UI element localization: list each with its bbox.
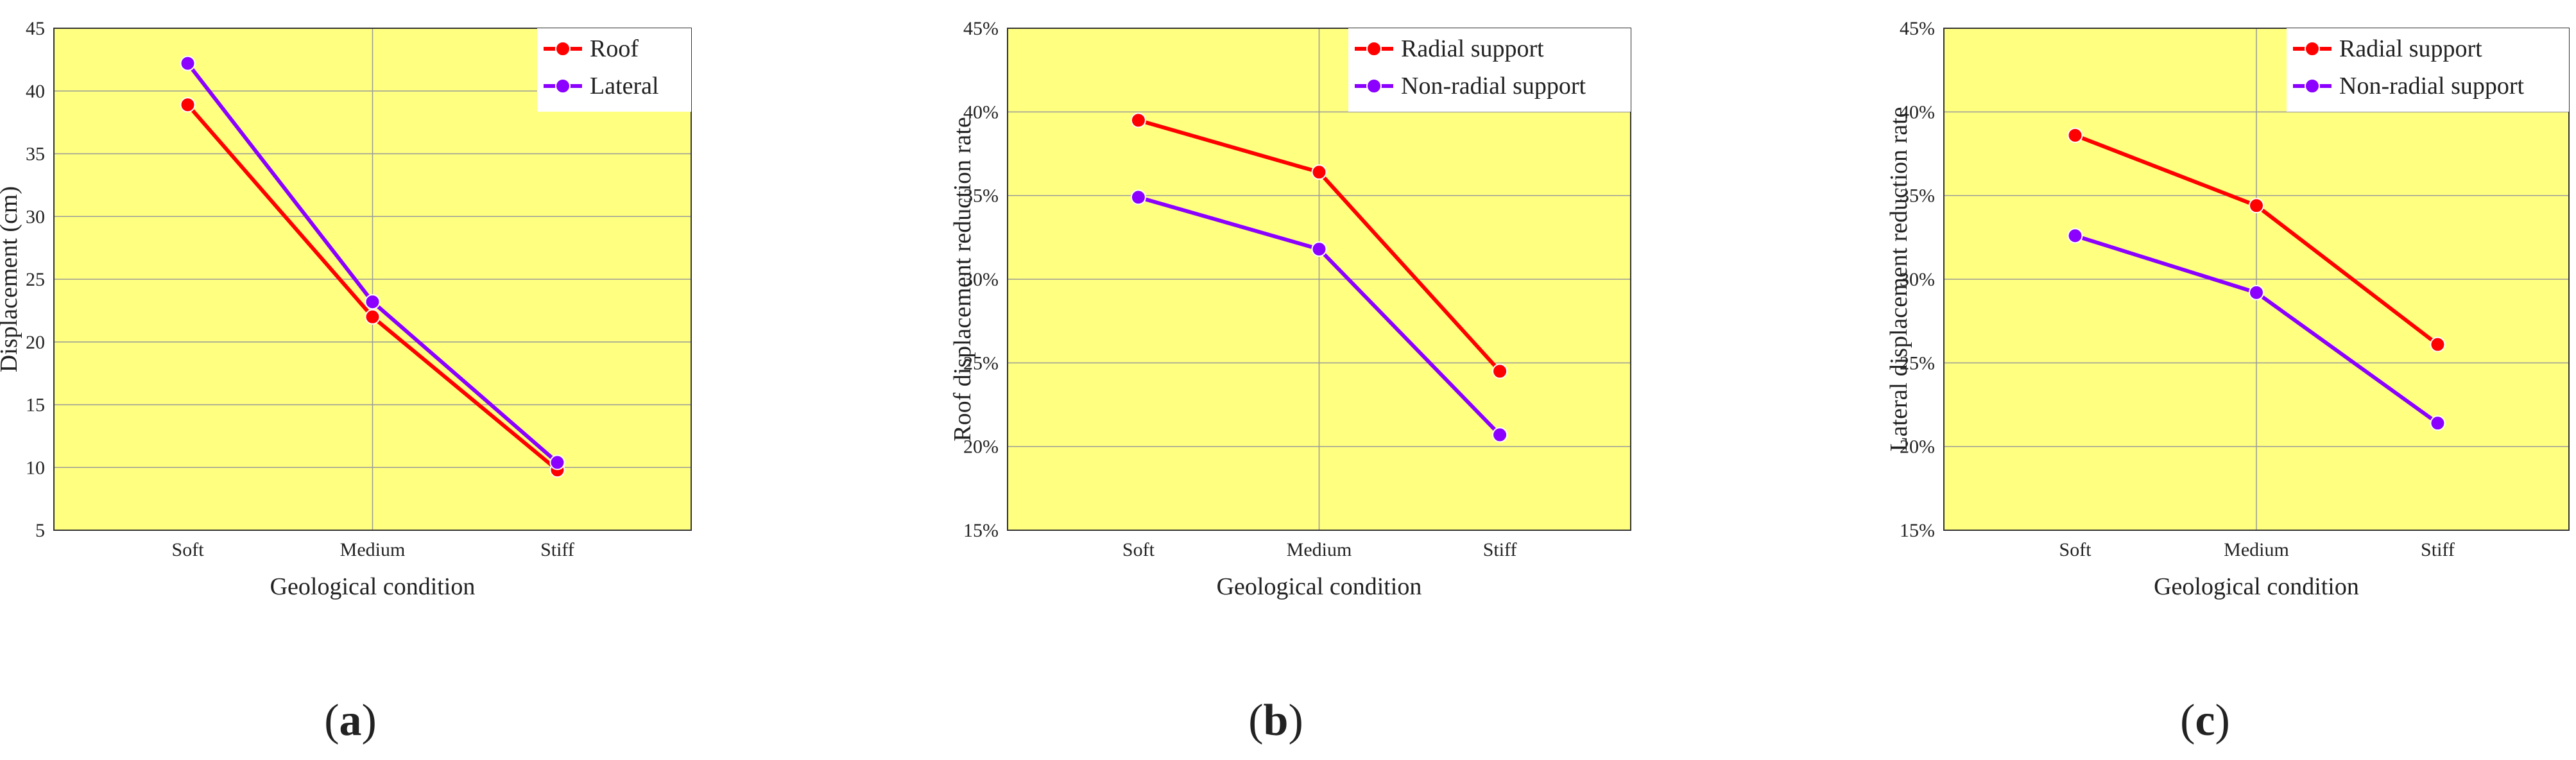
legend-marker-1 bbox=[555, 78, 571, 94]
legend-label-1: Lateral bbox=[590, 73, 659, 99]
legend: Roof Lateral bbox=[537, 28, 691, 112]
x-tick-label: Stiff bbox=[1483, 539, 1517, 560]
y-tick-label: 20% bbox=[963, 436, 999, 458]
data-point bbox=[2067, 228, 2083, 244]
y-tick-label: 35% bbox=[963, 186, 999, 207]
data-point bbox=[365, 294, 381, 310]
panel-caption: (b) bbox=[1248, 696, 1303, 745]
y-tick-label: 30 bbox=[26, 206, 45, 227]
plot-frame bbox=[53, 28, 692, 531]
x-tick-label: Soft bbox=[2059, 539, 2092, 560]
legend-marker-0 bbox=[2305, 41, 2320, 56]
data-point bbox=[2430, 415, 2446, 431]
data-point bbox=[549, 454, 565, 471]
data-point bbox=[180, 55, 196, 71]
plot-frame bbox=[1943, 28, 2570, 531]
y-tick-label: 25% bbox=[963, 352, 999, 374]
y-tick-label: 30% bbox=[1900, 269, 1935, 290]
legend-marker-1 bbox=[2305, 78, 2320, 94]
data-point bbox=[1311, 241, 1327, 257]
caption-letter: b bbox=[1264, 696, 1289, 745]
legend-label-0: Radial support bbox=[2339, 35, 2482, 62]
legend: Radial support Non-radial support bbox=[1348, 28, 1631, 112]
y-tick-label: 15% bbox=[1900, 520, 1935, 541]
data-point bbox=[1130, 189, 1146, 205]
y-tick-label: 15 bbox=[26, 395, 45, 416]
data-point bbox=[2249, 284, 2264, 300]
x-axis-title: Geological condition bbox=[2154, 573, 2359, 600]
caption-paren-open: ( bbox=[1248, 696, 1263, 745]
y-tick-label: 5 bbox=[35, 520, 45, 541]
chart-panel-a: 5 10 15 20 25 30 35 40 45 Soft Medium Stiff Geologic… bbox=[0, 18, 692, 745]
y-tick-label: 45 bbox=[26, 18, 45, 39]
chart-panel-b: 15% 20% 25% 30% 35% 40% 45% Soft Medium Stiff Geol… bbox=[949, 18, 1631, 745]
legend: Radial support Non-radial support bbox=[2287, 28, 2569, 112]
y-tick-label: 40% bbox=[963, 101, 999, 123]
data-point bbox=[1311, 164, 1327, 180]
caption-letter: a bbox=[339, 696, 362, 745]
y-axis-title: Roof displacement reduction rate bbox=[949, 117, 976, 441]
y-tick-label: 20% bbox=[1900, 436, 1935, 458]
x-tick-label: Soft bbox=[1122, 539, 1155, 560]
y-tick-label: 35 bbox=[26, 144, 45, 165]
caption-paren-open: ( bbox=[324, 696, 339, 745]
x-tick-label: Medium bbox=[1287, 539, 1352, 560]
x-tick-label: Medium bbox=[2224, 539, 2289, 560]
y-tick-label: 15% bbox=[963, 520, 999, 541]
x-axis-title: Geological condition bbox=[270, 573, 476, 600]
legend-box bbox=[2287, 28, 2569, 112]
y-tick-label: 40% bbox=[1900, 101, 1935, 123]
legend-marker-1 bbox=[1366, 78, 1382, 94]
y-tick-label: 35% bbox=[1900, 186, 1935, 207]
data-point bbox=[1130, 112, 1146, 128]
legend-box bbox=[1348, 28, 1631, 112]
data-point bbox=[2067, 127, 2083, 143]
x-tick-label: Stiff bbox=[2421, 539, 2455, 560]
caption-paren-close: ) bbox=[362, 696, 377, 745]
panel-caption: (a) bbox=[324, 696, 377, 745]
y-tick-label: 45% bbox=[963, 18, 999, 39]
y-axis-title: Displacement (cm) bbox=[0, 186, 22, 372]
y-tick-label: 25 bbox=[26, 269, 45, 290]
legend-marker-0 bbox=[1366, 41, 1382, 56]
y-tick-label: 10 bbox=[26, 457, 45, 478]
legend-label-0: Radial support bbox=[1401, 35, 1544, 62]
plot-frame bbox=[1007, 28, 1631, 531]
y-tick-label: 20 bbox=[26, 332, 45, 353]
y-tick-label: 45% bbox=[1900, 18, 1935, 39]
x-tick-label: Medium bbox=[340, 539, 406, 560]
caption-paren-open: ( bbox=[2180, 696, 2195, 745]
x-tick-label: Soft bbox=[172, 539, 205, 560]
legend-label-0: Roof bbox=[590, 35, 639, 62]
data-point bbox=[1492, 363, 1508, 379]
y-tick-label: 30% bbox=[963, 269, 999, 290]
data-point bbox=[2249, 198, 2264, 214]
legend-marker-0 bbox=[555, 41, 571, 56]
x-tick-label: Stiff bbox=[540, 539, 574, 560]
data-point bbox=[1492, 427, 1508, 443]
data-point bbox=[180, 97, 196, 113]
caption-letter: c bbox=[2195, 696, 2215, 745]
y-tick-label: 40 bbox=[26, 81, 45, 102]
caption-paren-close: ) bbox=[2215, 696, 2230, 745]
y-tick-label: 25% bbox=[1900, 352, 1935, 374]
data-point bbox=[365, 309, 381, 325]
chart-panel-c: 15% 20% 25% 30% 35% 40% 45% Soft Medium Stiff Geol… bbox=[1885, 18, 2570, 745]
data-point bbox=[2430, 336, 2446, 352]
legend-label-1: Non-radial support bbox=[1401, 73, 1586, 99]
y-axis-title: Lateral displacement reduction rate bbox=[1885, 107, 1912, 451]
legend-label-1: Non-radial support bbox=[2339, 73, 2525, 99]
x-axis-title: Geological condition bbox=[1217, 573, 1422, 600]
caption-paren-close: ) bbox=[1288, 696, 1303, 745]
panel-caption: (c) bbox=[2180, 696, 2230, 745]
